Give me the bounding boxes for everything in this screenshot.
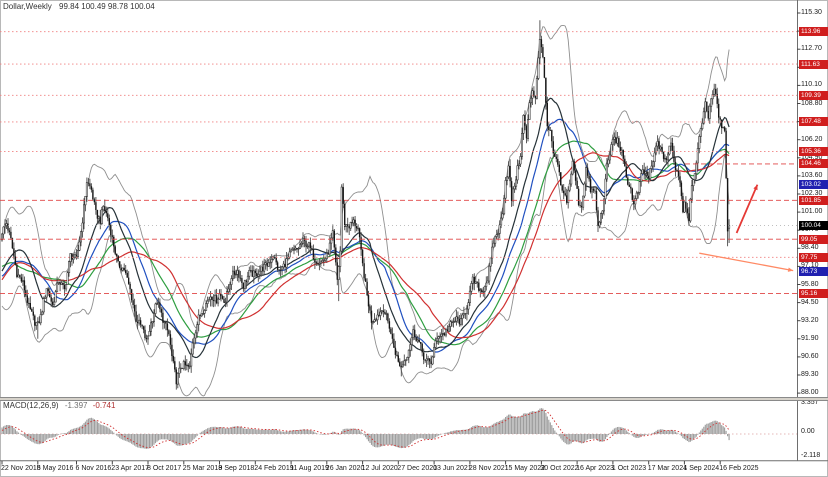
chart-ohlc-readout: 99.84 100.49 98.78 100.04 (59, 2, 155, 11)
level-price-label: 103.02 (799, 179, 828, 189)
price-tick-label: 103.60 (801, 171, 823, 179)
price-tick-label: 97.10 (801, 262, 819, 270)
date-label: 13 Jun 2021 (433, 465, 472, 472)
price-tick-label: 102.30 (801, 190, 823, 197)
level-price-label: 109.39 (799, 90, 828, 100)
bollinger-lower-band-line (1, 154, 730, 397)
date-label: 28 Nov 2021 (468, 465, 509, 472)
ma-30-line (1, 118, 730, 353)
level-price-label: 107.48 (799, 117, 828, 127)
price-tick-label: 98.40 (801, 244, 819, 252)
time-axis-ticks (1, 461, 721, 465)
ma-45-line (1, 140, 730, 346)
level-price-label: 95.16 (799, 288, 828, 298)
price-tick-label: 93.20 (801, 316, 819, 324)
date-label: 6 Nov 2016 (75, 465, 112, 472)
macd-scale-zero: 0.00 (801, 428, 815, 435)
price-tick-label: 101.00 (801, 208, 823, 216)
level-price-label: 101.85 (799, 195, 828, 205)
macd-scale-min: -2.118 (801, 452, 821, 459)
level-price-label: 105.36 (799, 146, 828, 156)
price-tick-label: 94.50 (801, 298, 819, 306)
date-label: 8 Oct 2017 (147, 465, 182, 472)
date-label: 27 Dec 2020 (397, 465, 437, 472)
price-tick-label: 106.20 (801, 135, 823, 143)
date-label: 23 Apr 2017 (111, 465, 150, 472)
chart-symbol-timeframe: Dollar,Weekly (3, 2, 52, 11)
price-tick-label: 115.30 (801, 9, 822, 16)
date-label: 16 Feb 2025 (719, 465, 759, 472)
candle-wicks (1, 20, 730, 390)
level-price-label: 104.46 (799, 159, 828, 169)
price-tick-label: 88.00 (801, 389, 819, 397)
macd-histogram (1, 408, 730, 449)
price-tick-label: 104.90 (801, 153, 823, 161)
pane-splitter[interactable] (0, 397, 828, 401)
date-label: 30 Oct 2022 (540, 465, 579, 472)
date-label: 8 May 2016 (36, 465, 74, 472)
macd-caption: MACD(12,26,9) -1.397 -0.741 (3, 401, 115, 410)
price-tick-label: 90.60 (801, 352, 819, 360)
bear-candle-bodies (7, 39, 729, 385)
level-price-label: 113.96 (799, 27, 828, 37)
bearish-projection-arrow[interactable] (699, 252, 794, 272)
price-tick-label: 91.90 (801, 334, 819, 342)
level-lines (0, 31, 797, 294)
date-label: 17 Mar 2024 (647, 465, 687, 472)
date-label: 1 Sep 2024 (683, 465, 720, 472)
date-label: 1 Oct 2023 (611, 465, 647, 472)
level-price-label: 96.73 (799, 267, 828, 277)
bollinger-middle-line (1, 97, 730, 359)
level-price-label: 97.75 (799, 252, 828, 262)
macd-pane (0, 408, 797, 449)
macd-scale-max: 3.357 (801, 399, 819, 406)
date-label: 22 Nov 2015 (1, 465, 41, 472)
level-price-label: 99.05 (799, 234, 828, 244)
chart-title: Dollar,Weekly 99.84 100.49 98.78 100.04 (3, 2, 155, 11)
level-price-label: 111.63 (799, 59, 828, 69)
date-label: 26 Jan 2020 (325, 465, 365, 472)
price-tick-label: 110.10 (801, 81, 822, 89)
date-label: 24 Feb 2019 (254, 465, 294, 472)
date-label: 16 Apr 2023 (576, 465, 614, 472)
date-label: 12 Jul 2020 (361, 465, 398, 472)
date-label: 9 Sep 2018 (218, 465, 255, 472)
date-label: 15 May 2022 (504, 465, 546, 472)
current-price-label: 100.04 (799, 221, 828, 230)
bollinger-upper-band-line (1, 24, 730, 331)
date-label: 25 Mar 2018 (182, 465, 223, 472)
macd-current-signal: -0.741 (92, 401, 116, 410)
price-tick-label: 95.80 (801, 280, 819, 288)
macd-label: MACD(12,26,9) (3, 401, 59, 410)
price-tick-label: 108.80 (801, 99, 823, 107)
bullish-projection-arrow[interactable] (735, 184, 759, 234)
macd-current-value: -1.397 (64, 401, 88, 410)
ma-60-line (1, 152, 730, 339)
price-tick-label: 89.30 (801, 371, 819, 378)
macd-signal-line (1, 409, 730, 449)
bull-candle-bodies (1, 39, 731, 385)
date-label: 11 Aug 2019 (290, 465, 329, 472)
price-tick-label: 112.70 (801, 45, 822, 53)
